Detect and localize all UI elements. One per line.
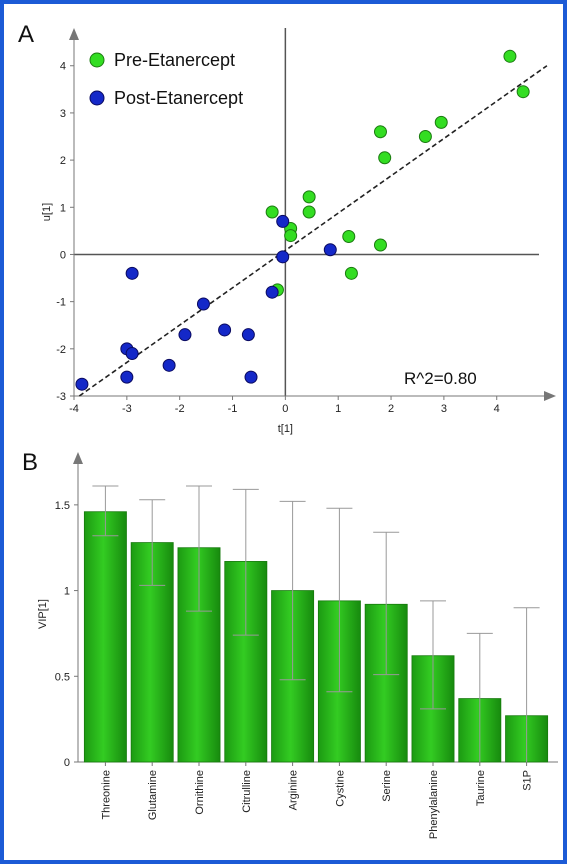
y-tick-label: 1 xyxy=(64,586,70,598)
post-etanercept-point xyxy=(178,328,192,342)
y-axis-arrow xyxy=(73,452,83,464)
y-axis-title: u[1] xyxy=(41,203,53,221)
post-etanercept-point xyxy=(125,266,139,280)
post-etanercept-point xyxy=(265,285,279,299)
post-etanercept-point xyxy=(120,370,134,384)
category-label: Citrulline xyxy=(241,770,253,813)
regression-line xyxy=(78,65,548,397)
post-etanercept-point xyxy=(276,250,290,264)
x-axis-title: t[1] xyxy=(278,423,293,435)
category-label: Threonine xyxy=(100,770,112,820)
y-axis-arrow xyxy=(69,28,79,40)
x-tick-label: 0 xyxy=(282,403,288,415)
y-axis-title: VIP[1] xyxy=(37,599,49,629)
legend-marker xyxy=(89,52,105,68)
r-squared-annotation: R^2=0.80 xyxy=(404,369,477,388)
y-tick-label: 0 xyxy=(60,249,66,261)
post-etanercept-point xyxy=(75,377,89,391)
x-axis-arrow xyxy=(544,391,556,401)
category-label: Glutamine xyxy=(147,770,159,820)
x-tick-label: 4 xyxy=(494,403,500,415)
pre-etanercept-point xyxy=(265,205,279,219)
legend-label: Post-Etanercept xyxy=(114,88,243,108)
post-etanercept-point xyxy=(218,323,232,337)
y-tick-label: 2 xyxy=(60,155,66,167)
y-tick-label: 3 xyxy=(60,108,66,120)
pre-etanercept-point xyxy=(378,151,392,165)
panel-label-a: A xyxy=(18,21,34,48)
y-tick-label: 0 xyxy=(64,757,70,769)
x-tick-label: -3 xyxy=(122,403,132,415)
vip-bar xyxy=(224,561,268,763)
category-label: Arginine xyxy=(288,770,300,810)
post-etanercept-point xyxy=(241,328,255,342)
pre-etanercept-point xyxy=(302,190,316,204)
post-etanercept-point xyxy=(323,243,337,257)
y-tick-label: -1 xyxy=(56,297,66,309)
category-label: Cystine xyxy=(334,770,346,807)
category-label: S1P xyxy=(522,770,534,791)
panel-label-b: B xyxy=(22,449,38,476)
pre-etanercept-point xyxy=(344,266,358,280)
pre-etanercept-point xyxy=(373,238,387,252)
x-tick-label: -4 xyxy=(69,403,79,415)
bar-panel: B 0 0.5 1 1.5 VIP[1] Threonine Glutamine Ornithi… xyxy=(22,449,558,839)
pre-etanercept-point xyxy=(434,115,448,129)
y-tick-label: 1.5 xyxy=(55,500,70,512)
pre-etanercept-point xyxy=(503,49,517,63)
post-etanercept-point xyxy=(244,370,258,384)
y-tick-label: 0.5 xyxy=(55,671,70,683)
pre-etanercept-point xyxy=(302,205,316,219)
pre-etanercept-point xyxy=(373,125,387,139)
y-tick-label: 4 xyxy=(60,61,66,73)
legend-marker xyxy=(89,90,105,106)
pre-etanercept-point xyxy=(284,229,298,243)
x-tick-label: 2 xyxy=(388,403,394,415)
pre-etanercept-point xyxy=(516,85,530,99)
post-etanercept-point xyxy=(196,297,210,311)
vip-bar xyxy=(83,511,127,763)
post-etanercept-point xyxy=(162,358,176,372)
category-label: Phenylalanine xyxy=(428,770,440,839)
x-tick-label: -1 xyxy=(228,403,238,415)
post-etanercept-point xyxy=(125,347,139,361)
y-tick-label: -2 xyxy=(56,344,66,356)
chart-canvas: A-4 -3 -2 -1 0 1 2 3 4-3-2-101234t[1]u[1]Pre-Eta… xyxy=(18,21,558,839)
x-tick-label: 1 xyxy=(335,403,341,415)
category-label: Serine xyxy=(381,770,393,802)
scatter-panel: A-4 -3 -2 -1 0 1 2 3 4-3-2-101234t[1]u[1]Pre-Eta… xyxy=(18,21,556,435)
legend-label: Pre-Etanercept xyxy=(114,50,235,70)
y-tick-label: 1 xyxy=(60,202,66,214)
post-etanercept-point xyxy=(276,214,290,228)
x-tick-label: -2 xyxy=(175,403,185,415)
pre-etanercept-point xyxy=(418,130,432,144)
pre-etanercept-point xyxy=(342,230,356,244)
x-tick-label: 3 xyxy=(441,403,447,415)
category-label: Taurine xyxy=(475,770,487,806)
category-label: Ornithine xyxy=(194,770,206,815)
y-tick-label: -3 xyxy=(56,391,66,403)
